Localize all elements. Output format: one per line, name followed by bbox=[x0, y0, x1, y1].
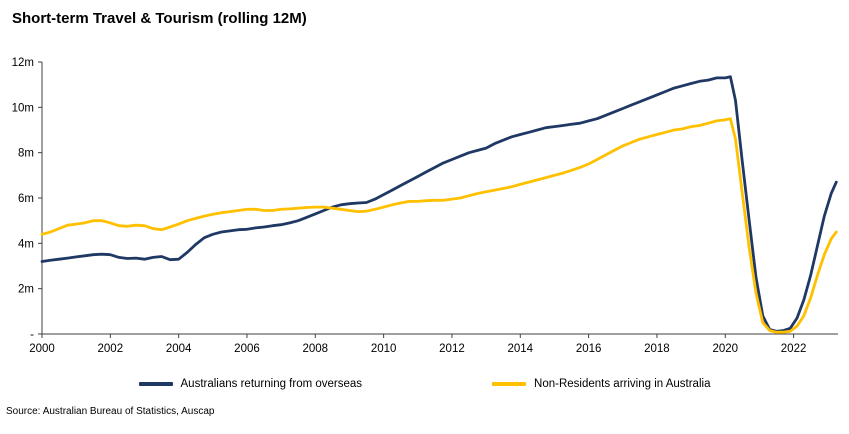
legend-label: Australians returning from overseas bbox=[180, 378, 363, 390]
legend-label: Non-Residents arriving in Australia bbox=[534, 378, 711, 390]
svg-text:2002: 2002 bbox=[98, 343, 124, 355]
svg-text:2012: 2012 bbox=[439, 343, 465, 355]
svg-text:2022: 2022 bbox=[781, 343, 807, 355]
svg-text:2018: 2018 bbox=[644, 343, 670, 355]
svg-text:4m: 4m bbox=[18, 238, 34, 250]
legend-item-non-residents: Non-Residents arriving in Australia bbox=[492, 378, 710, 390]
legend: Australians returning from overseas Non-… bbox=[0, 378, 849, 390]
svg-text:-: - bbox=[30, 329, 34, 341]
chart-plot-area: - 2m 4m 6m 8m 10m 12m 2000 2002 2004 2006 2008 2010 2… bbox=[12, 57, 838, 355]
svg-text:2020: 2020 bbox=[712, 343, 738, 355]
legend-item-australians: Australians returning from overseas bbox=[138, 378, 363, 390]
svg-text:12m: 12m bbox=[12, 57, 34, 69]
svg-text:2016: 2016 bbox=[576, 343, 602, 355]
chart-title: Short-term Travel & Tourism (rolling 12M… bbox=[12, 10, 307, 27]
svg-text:2m: 2m bbox=[18, 284, 34, 296]
legend-line-swatch-gold bbox=[492, 382, 527, 386]
svg-text:10m: 10m bbox=[12, 102, 34, 114]
svg-text:2004: 2004 bbox=[166, 343, 192, 355]
svg-text:2008: 2008 bbox=[303, 343, 329, 355]
svg-text:2010: 2010 bbox=[371, 343, 397, 355]
svg-text:2000: 2000 bbox=[29, 343, 55, 355]
svg-text:8m: 8m bbox=[18, 148, 34, 160]
svg-text:6m: 6m bbox=[18, 193, 34, 205]
svg-text:2006: 2006 bbox=[234, 343, 260, 355]
legend-line-swatch-navy bbox=[138, 382, 173, 386]
source-note: Source: Australian Bureau of Statistics,… bbox=[6, 406, 215, 417]
svg-text:2014: 2014 bbox=[507, 343, 533, 355]
